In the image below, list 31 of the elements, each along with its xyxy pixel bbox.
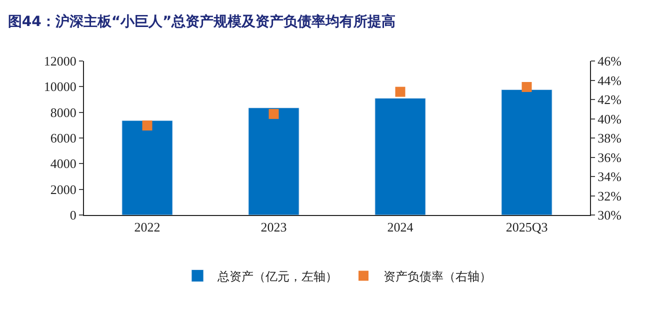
legend-label: 总资产（亿元，左轴）: [216, 269, 338, 284]
y2-tick-label: 36%: [598, 150, 622, 165]
y-tick-label: 2000: [50, 182, 76, 197]
y2-tick-label: 32%: [598, 188, 622, 204]
bar: [374, 98, 426, 215]
x-tick-label: 2024: [387, 220, 414, 235]
y-tick-label: 0: [70, 208, 76, 223]
y2-tick-label: 34%: [598, 169, 622, 184]
bar: [501, 89, 552, 215]
point: [522, 82, 532, 92]
y-tick-label: 10000: [44, 79, 76, 94]
x-tick-label: 2022: [134, 220, 160, 235]
y-tick-label: 12000: [44, 54, 76, 69]
y-tick-label: 6000: [50, 130, 76, 146]
y2-tick-label: 40%: [598, 111, 622, 126]
x-tick-label: 2025Q3: [506, 220, 548, 235]
y2-tick-label: 46%: [598, 54, 622, 69]
point: [395, 86, 406, 97]
y2-tick-label: 44%: [598, 72, 622, 88]
y2-tick-label: 38%: [598, 130, 622, 146]
point: [142, 120, 152, 130]
legend-label: 资产负债率（右轴）: [384, 269, 492, 284]
y-tick-label: 8000: [50, 104, 76, 120]
bar: [122, 120, 173, 215]
point: [268, 108, 279, 119]
y2-tick-label: 30%: [598, 208, 622, 223]
x-tick-label: 2023: [260, 220, 287, 235]
y2-tick-label: 42%: [598, 92, 622, 108]
bar: [248, 108, 300, 215]
y-tick-label: 4000: [50, 156, 76, 172]
chart-title: 图44：沪深主板“小巨人”总资产规模及资产负债率均有所提高: [8, 12, 396, 30]
